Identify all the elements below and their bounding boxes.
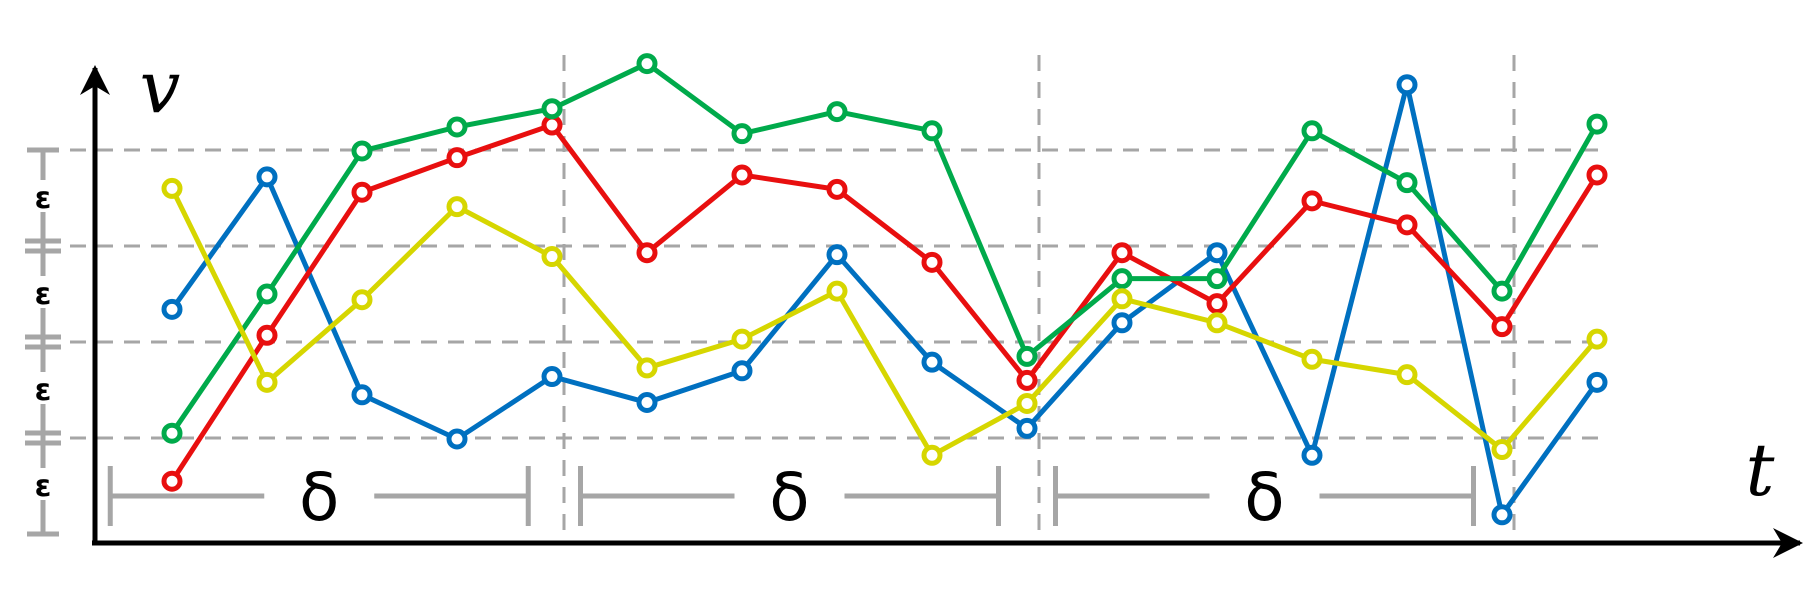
series-line-0 (169, 82, 1600, 518)
series-3-point-2 (351, 289, 373, 311)
delta-label-1: δ (769, 459, 809, 536)
series-3-point-7 (826, 280, 848, 302)
series-1-point-1 (256, 324, 278, 346)
series-3-point-12 (1301, 348, 1323, 370)
series-1-point-7 (826, 178, 848, 200)
series-2-point-11 (1206, 268, 1228, 290)
series-line-1 (169, 122, 1600, 483)
series-0-point-3 (446, 428, 468, 450)
series-0-point-12 (1301, 444, 1323, 466)
series-1-point-14 (1491, 316, 1513, 338)
epsilon-label-2: ε (35, 277, 52, 312)
series-0-point-5 (636, 391, 658, 413)
series-3-point-13 (1396, 364, 1418, 386)
series-2-point-0 (161, 422, 183, 444)
series-0-point-8 (921, 351, 943, 373)
series-2-point-2 (351, 140, 373, 162)
series-2-point-15 (1586, 113, 1608, 135)
epsilon-mask-1 (29, 372, 57, 404)
series-3-point-1 (256, 371, 278, 393)
series-1-point-8 (921, 251, 943, 273)
series-3-point-3 (446, 196, 468, 218)
series-1-point-11 (1206, 293, 1228, 315)
epsilon-mask-2 (29, 276, 57, 308)
series-3-point-10 (1111, 288, 1133, 310)
series-0-point-7 (826, 244, 848, 266)
series-3-point-0 (161, 177, 183, 199)
series-2-point-3 (446, 116, 468, 138)
series-0-point-6 (731, 360, 753, 382)
series-0-point-2 (351, 384, 373, 406)
series-3-point-15 (1586, 328, 1608, 350)
series-1-point-13 (1396, 214, 1418, 236)
series-3-point-5 (636, 357, 658, 379)
series-2-point-4 (541, 98, 563, 120)
series-layer (161, 53, 1608, 526)
series-3-point-8 (921, 444, 943, 466)
epsilon-label-3: ε (35, 181, 52, 216)
series-1-point-4 (541, 114, 563, 136)
series-0-point-1 (256, 166, 278, 188)
x-axis-label: t (1746, 428, 1776, 512)
series-2-point-10 (1111, 268, 1133, 290)
series-2-point-7 (826, 101, 848, 123)
series-1-point-6 (731, 164, 753, 186)
series-3-point-11 (1206, 312, 1228, 334)
series-0-point-10 (1111, 312, 1133, 334)
epsilon-mask-3 (29, 180, 57, 212)
series-2-point-6 (731, 123, 753, 145)
series-1-point-15 (1586, 164, 1608, 186)
series-2-point-1 (256, 283, 278, 305)
epsilon-label-0: ε (35, 469, 52, 504)
series-line-3 (169, 187, 1599, 458)
series-1-point-9 (1016, 369, 1038, 391)
series-3-point-4 (541, 246, 563, 268)
y-axis-label: v (140, 45, 181, 129)
series-1-point-2 (351, 181, 373, 203)
series-line-2 (169, 61, 1600, 435)
series-1-point-12 (1301, 190, 1323, 212)
epsilon-scale: ε ε ε ε (25, 147, 61, 537)
series-0-point-14 (1491, 504, 1513, 526)
series-0-point-11 (1206, 242, 1228, 264)
series-2-point-14 (1491, 280, 1513, 302)
series-1-point-10 (1111, 242, 1133, 264)
series-0-point-9 (1016, 417, 1038, 439)
series-1-point-0 (161, 470, 183, 492)
series-2-point-9 (1016, 345, 1038, 367)
epsilon-mask-0 (29, 468, 57, 500)
series-1-point-5 (636, 242, 658, 264)
delta-label-2: δ (1244, 459, 1284, 536)
series-2-point-5 (636, 53, 658, 75)
series-2-point-12 (1301, 120, 1323, 142)
series-1-point-3 (446, 147, 468, 169)
series-0-point-0 (161, 298, 183, 320)
epsilon-label-1: ε (35, 373, 52, 408)
series-2-point-8 (921, 120, 943, 142)
series-0-point-15 (1586, 371, 1608, 393)
series-3-point-6 (731, 328, 753, 350)
delta-label-0: δ (299, 459, 339, 536)
series-2-point-13 (1396, 172, 1418, 194)
series-0-point-13 (1396, 74, 1418, 96)
series-3-point-14 (1491, 439, 1513, 461)
series-0-point-4 (541, 366, 563, 388)
vertical-dividers (562, 55, 1516, 540)
series-3-point-9 (1016, 392, 1038, 414)
